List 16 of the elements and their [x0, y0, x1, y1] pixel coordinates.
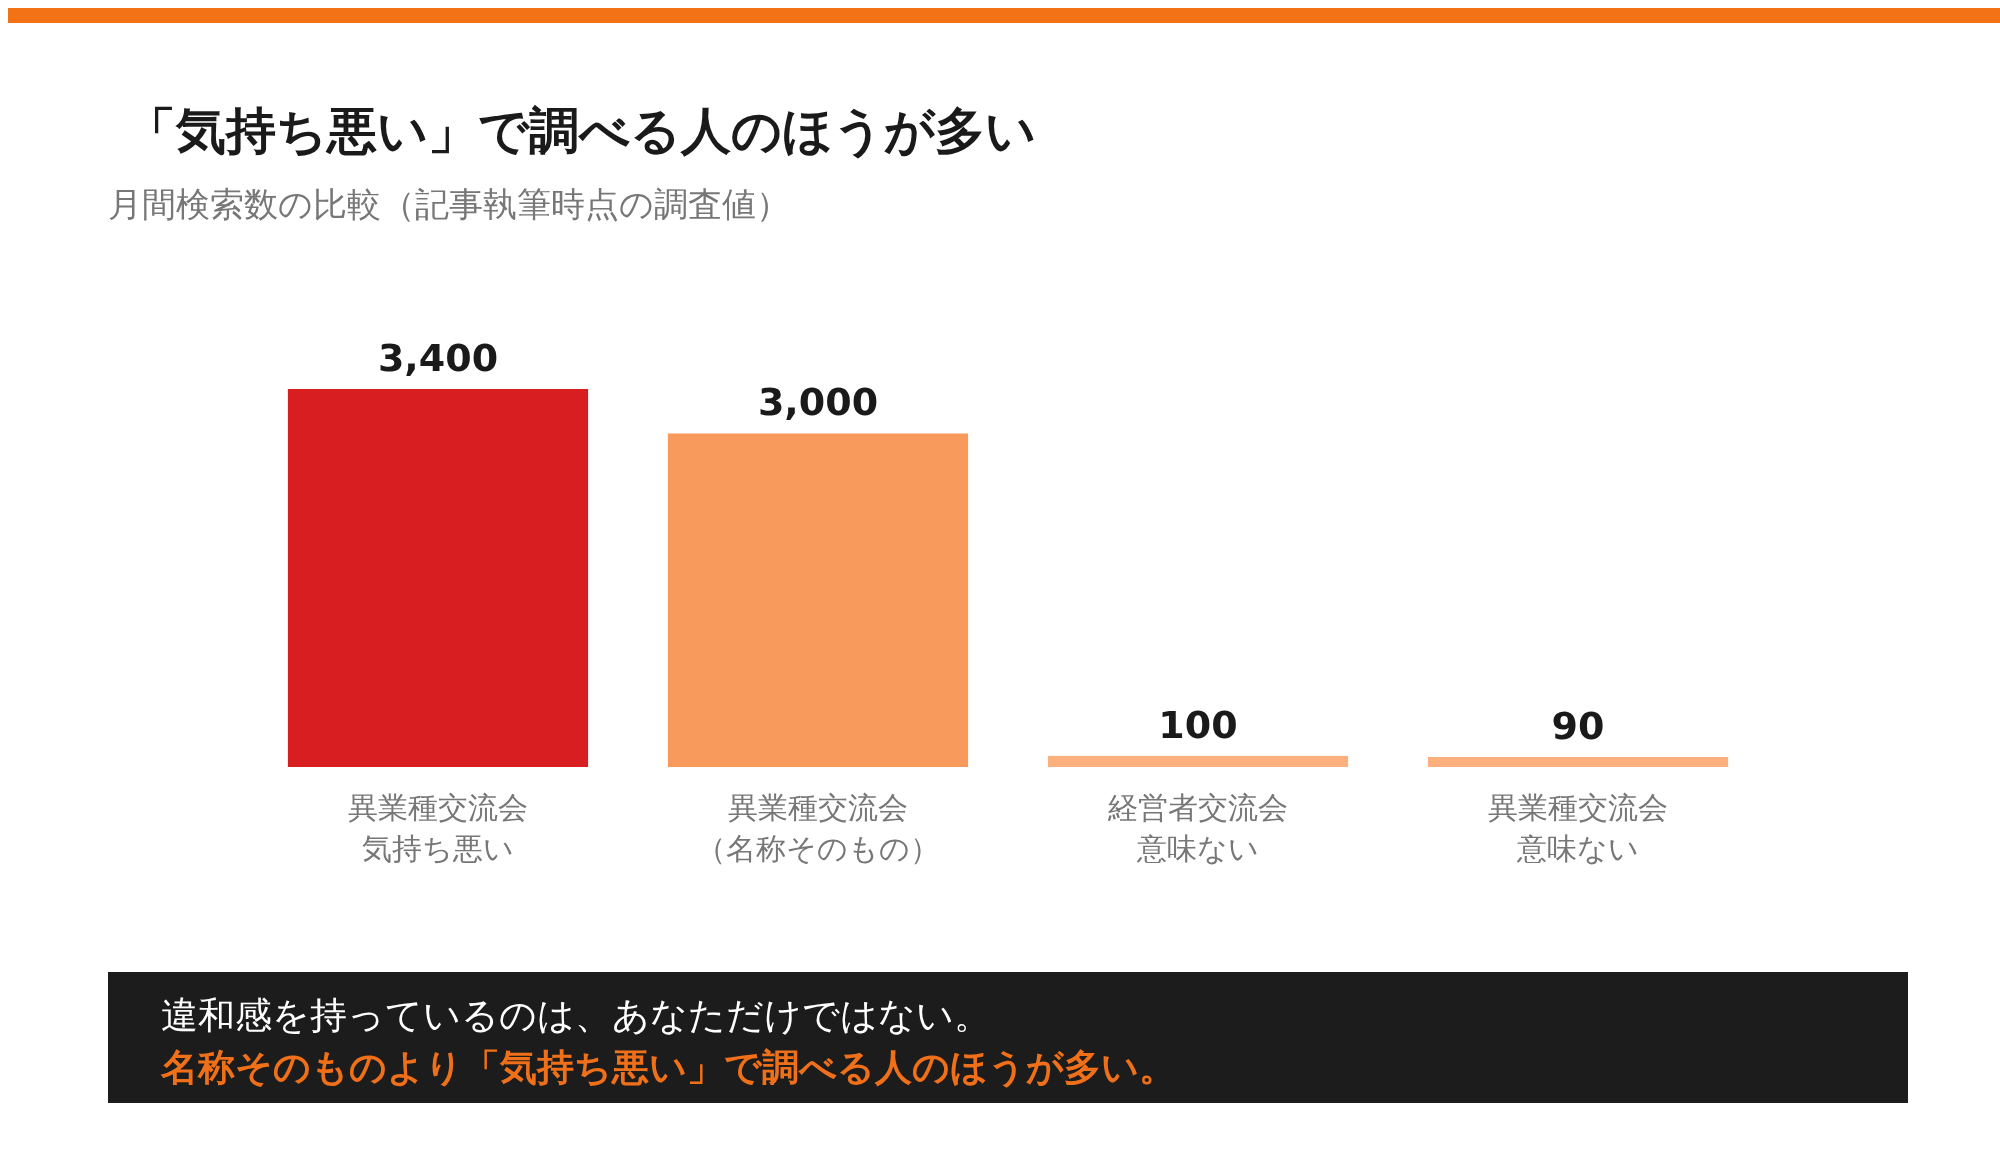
data-label: 100: [1158, 702, 1238, 747]
chart-title: 「気持ち悪い」で調べる人のほうが多い: [126, 102, 1036, 160]
chart-subtitle: 月間検索数の比較（記事執筆時点の調査値）: [108, 184, 790, 224]
bar: [1427, 756, 1729, 767]
data-label: 90: [1551, 703, 1605, 748]
x-tick-label: 経営者交流会意味ない: [1107, 790, 1288, 866]
x-tick-label: 異業種交流会気持ち悪い: [348, 790, 528, 866]
text: 名称そのものより「気持ち悪い」で調べる人のほうが多い。: [160, 1046, 1176, 1089]
bar: [1047, 755, 1349, 767]
x-tick-label: 異業種交流会（名称そのもの）: [696, 790, 940, 866]
text: 違和感を持っているのは、あなただけではない。: [161, 994, 991, 1037]
data-label: 3,400: [377, 336, 499, 380]
bar: [667, 433, 969, 767]
bar: [287, 389, 589, 767]
data-label: 3,000: [757, 380, 879, 425]
x-tick-label: 異業種交流会意味ない: [1488, 790, 1668, 866]
